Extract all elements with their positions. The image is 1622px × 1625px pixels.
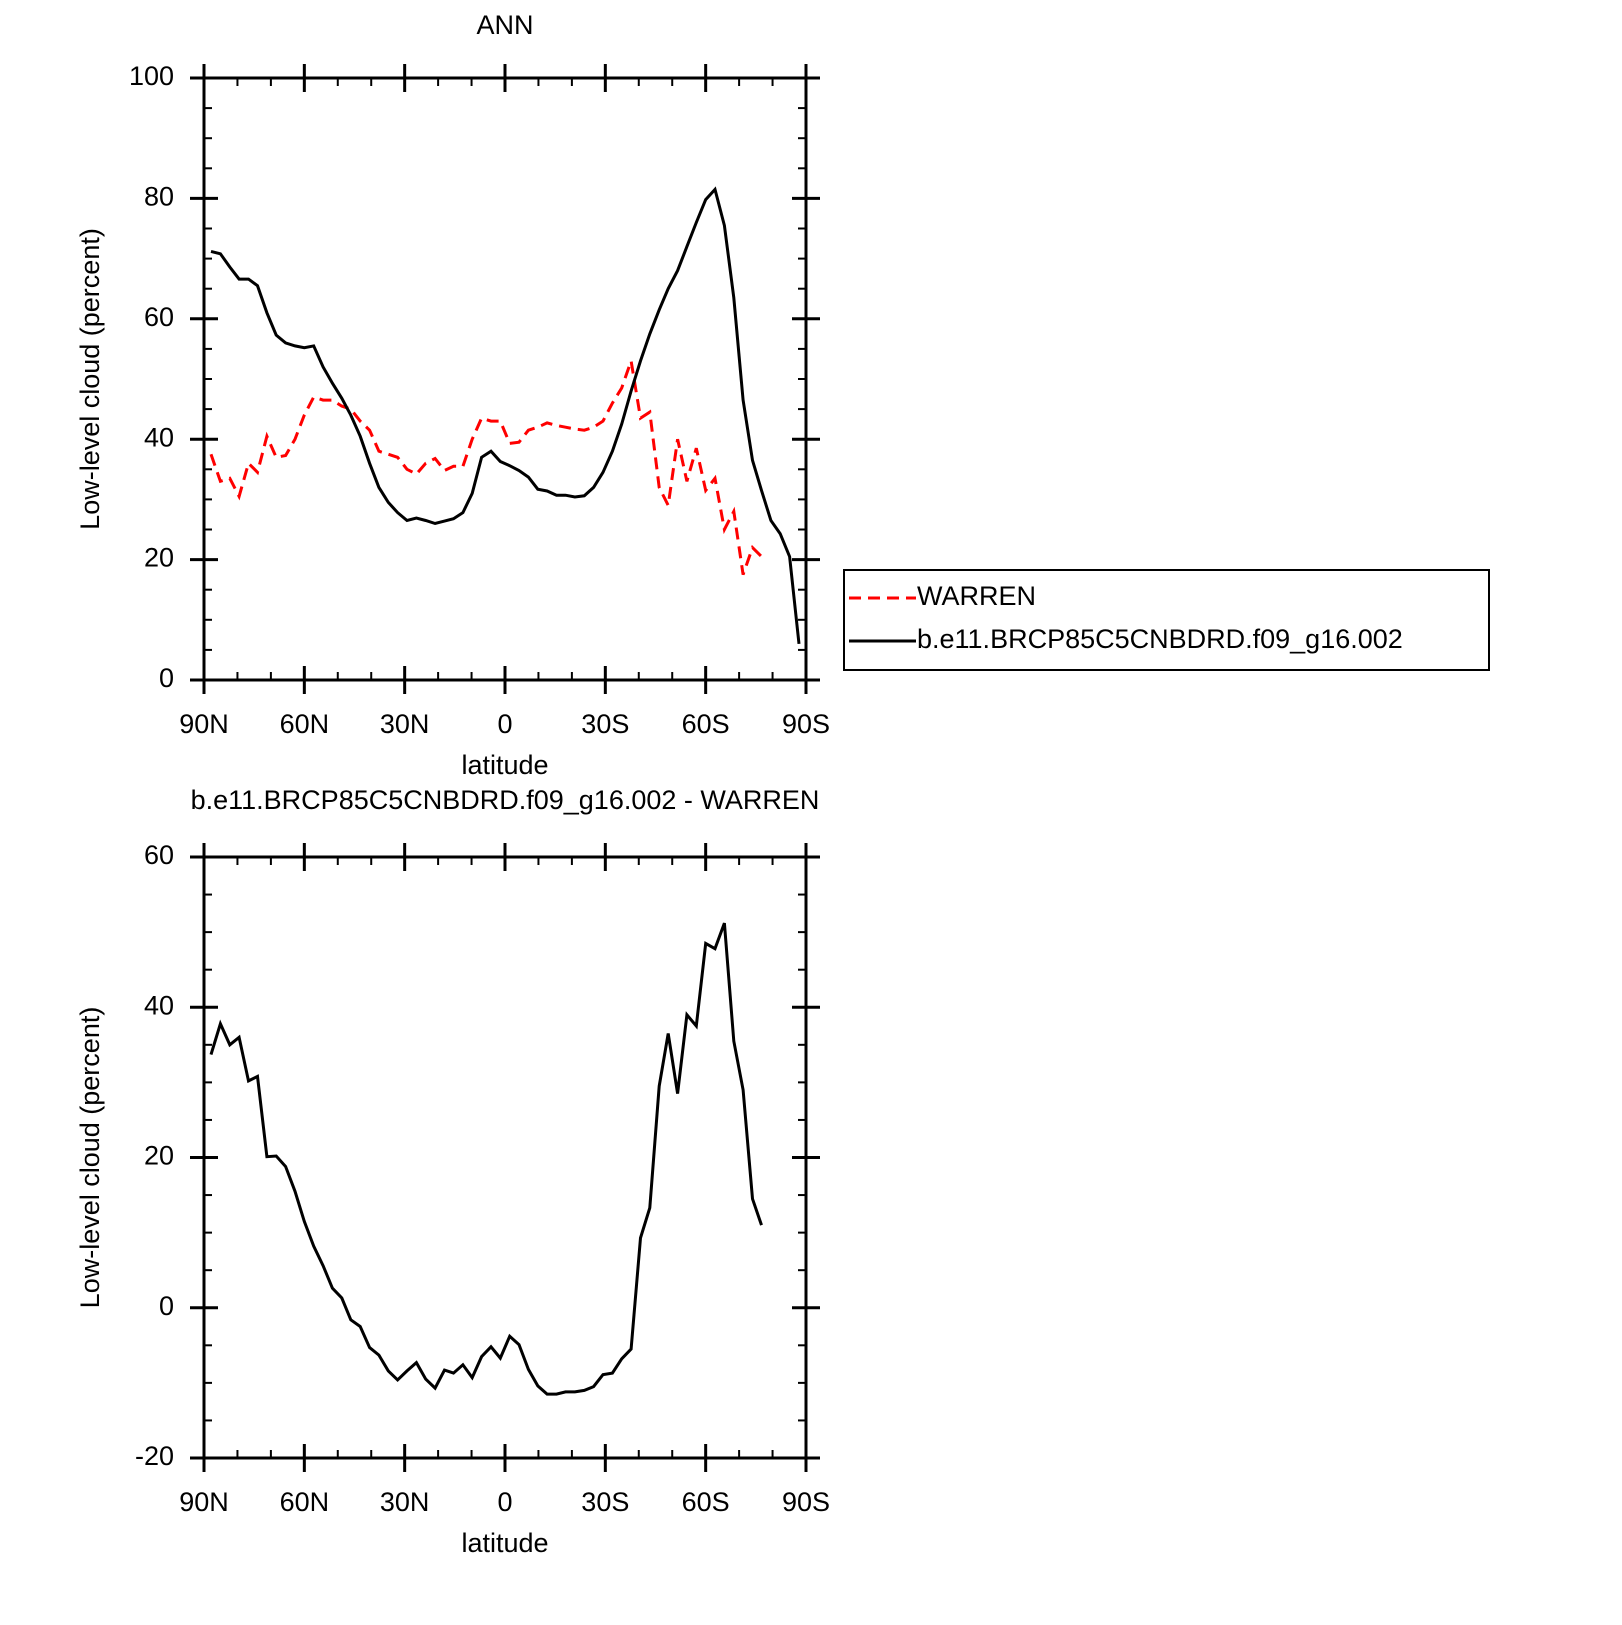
y-axis-label: Low-level cloud (percent) [75,228,105,530]
legend-label: WARREN [917,581,1036,611]
x-tick-label: 60N [280,1487,330,1517]
data-line [210,186,801,645]
x-tick-label: 60S [682,1487,730,1517]
chart-title: ANN [476,10,533,40]
y-tick-label: 60 [144,302,174,332]
y-tick-label: 20 [144,1141,174,1171]
chart-title: b.e11.BRCP85C5CNBDRD.f09_g16.002 - WARRE… [191,785,820,815]
x-axis-label: latitude [461,1528,548,1558]
x-tick-label: 30S [581,709,629,739]
data-line [209,922,763,1396]
data-line [209,360,763,576]
legend-box [843,569,1490,671]
y-tick-label: 0 [159,663,174,693]
y-tick-label: 80 [144,182,174,212]
y-tick-label: 0 [159,1291,174,1321]
x-tick-label: 90S [782,709,830,739]
y-tick-label: 20 [144,543,174,573]
y-tick-label: 40 [144,422,174,452]
y-tick-label: 60 [144,840,174,870]
x-tick-label: 0 [497,1487,512,1517]
plot-frame [202,76,808,682]
x-axis-label: latitude [461,750,548,780]
x-tick-label: 60N [280,709,330,739]
x-tick-label: 90N [179,1487,229,1517]
x-tick-label: 30N [380,709,430,739]
y-tick-label: 100 [129,61,174,91]
legend-label: b.e11.BRCP85C5CNBDRD.f09_g16.002 [917,624,1403,654]
y-axis-label: Low-level cloud (percent) [75,1007,105,1309]
y-tick-label: 40 [144,990,174,1020]
x-tick-label: 30S [581,1487,629,1517]
x-tick-label: 60S [682,709,730,739]
x-tick-label: 90N [179,709,229,739]
y-tick-label: -20 [135,1441,174,1471]
x-tick-label: 90S [782,1487,830,1517]
x-tick-label: 0 [497,709,512,739]
x-tick-label: 30N [380,1487,430,1517]
